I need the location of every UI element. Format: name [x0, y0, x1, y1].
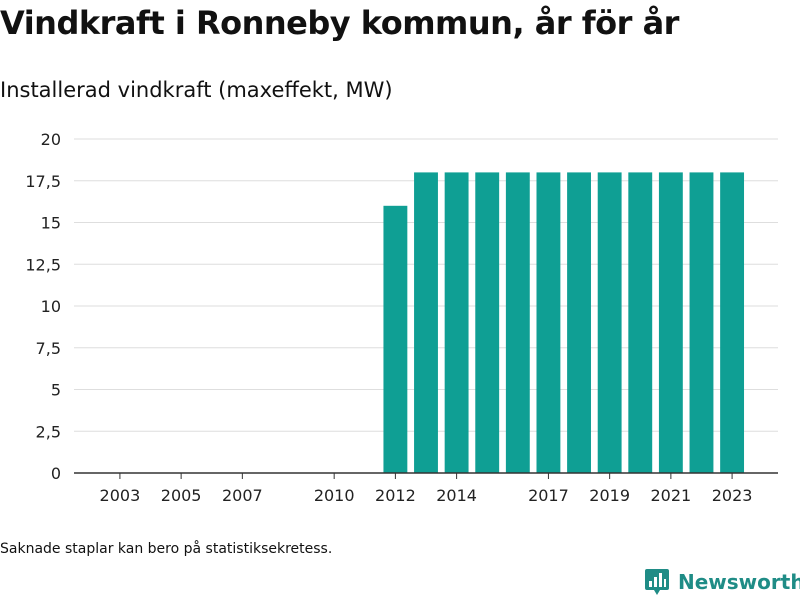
x-tick-label: 2005 — [161, 486, 202, 505]
x-tick-label: 2023 — [712, 486, 753, 505]
x-tick-label: 2021 — [651, 486, 692, 505]
chart-subtitle: Installerad vindkraft (maxeffekt, MW) — [0, 78, 393, 102]
bar — [475, 172, 500, 473]
y-tick-label: 15 — [41, 214, 61, 233]
y-tick-label: 0 — [51, 464, 61, 483]
bar — [505, 172, 530, 473]
x-tick-label: 2007 — [222, 486, 263, 505]
bar — [720, 172, 745, 473]
x-tick-label: 2010 — [314, 486, 355, 505]
page-title: Vindkraft i Ronneby kommun, år för år — [0, 4, 679, 42]
footnote: Saknade staplar kan bero på statistiksek… — [0, 541, 333, 557]
y-tick-label: 20 — [41, 130, 61, 149]
bar — [444, 172, 469, 473]
bar — [658, 172, 683, 473]
y-tick-label: 2,5 — [36, 422, 61, 441]
newsworthy-logo-icon — [645, 569, 669, 595]
bar — [383, 205, 408, 474]
y-tick-label: 10 — [41, 297, 61, 316]
y-tick-label: 7,5 — [36, 339, 61, 358]
x-tick-label: 2014 — [436, 486, 477, 505]
bar — [689, 172, 714, 473]
bar — [414, 172, 438, 473]
y-tick-label: 5 — [51, 381, 61, 400]
x-tick-label: 2003 — [100, 486, 141, 505]
x-tick-label: 2017 — [528, 486, 569, 505]
x-tick-label: 2019 — [589, 486, 630, 505]
brand-name: Newsworthy — [678, 570, 800, 594]
x-tick-label: 2012 — [375, 486, 416, 505]
bar — [567, 172, 591, 473]
y-tick-label: 12,5 — [25, 255, 61, 274]
brand-logo[interactable]: Newsworthy — [644, 568, 800, 596]
y-tick-label: 17,5 — [25, 172, 61, 191]
bar — [597, 172, 622, 473]
bar — [628, 172, 653, 473]
bar — [536, 172, 561, 473]
